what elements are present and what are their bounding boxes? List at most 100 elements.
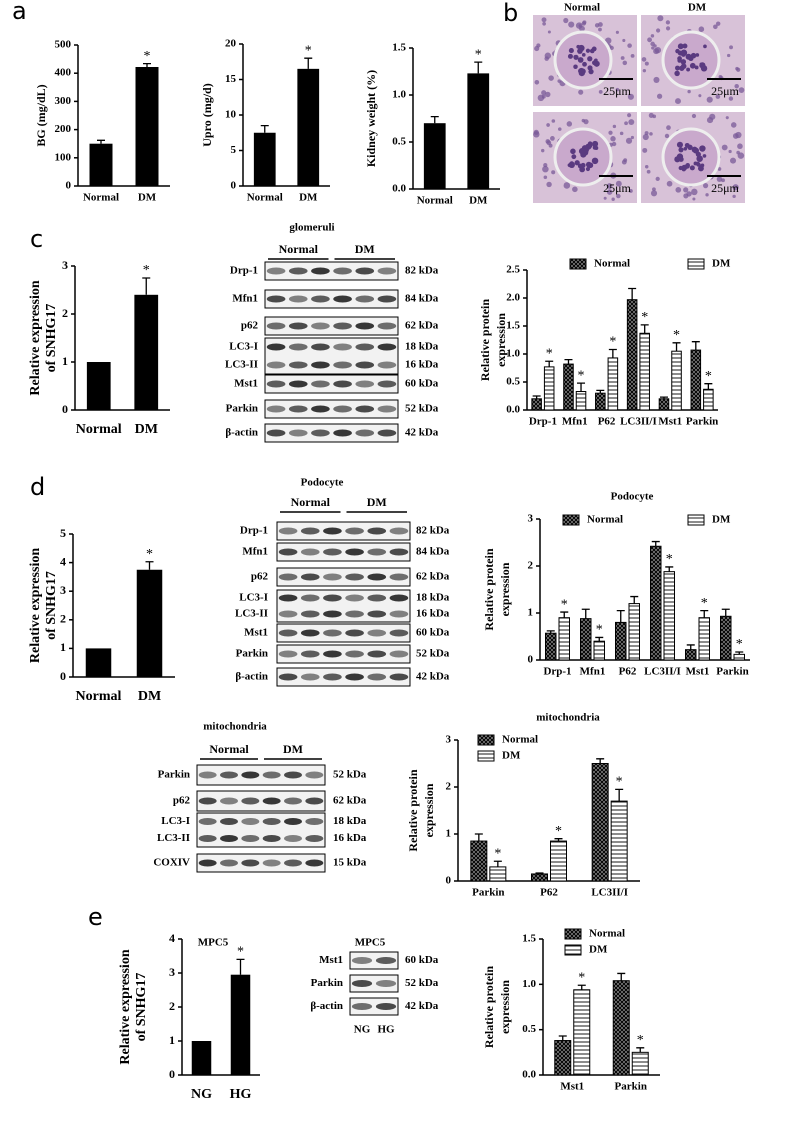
nucleus <box>621 159 627 165</box>
blot-band <box>288 322 308 330</box>
blot-protein-label: LC3-II <box>157 832 190 844</box>
bar <box>134 294 159 410</box>
nucleus <box>642 68 647 73</box>
legend-swatch <box>687 514 705 526</box>
blot-band <box>333 295 352 303</box>
blot-band <box>389 610 409 618</box>
nucleus <box>534 79 540 85</box>
blot-band <box>345 629 364 637</box>
blot-band <box>266 380 286 388</box>
significance-marker: * <box>578 970 585 985</box>
blot-title: Podocyte <box>301 477 344 489</box>
x-tick-label: HG <box>230 1087 252 1102</box>
nucleus <box>545 139 551 144</box>
nucleus <box>665 26 671 31</box>
nucleus <box>677 58 682 62</box>
chart-title: MPC5 <box>198 937 229 949</box>
blot-band <box>305 818 324 825</box>
nucleus <box>725 116 729 120</box>
bar <box>580 618 592 661</box>
nucleus <box>687 144 693 151</box>
error-bar <box>651 540 660 547</box>
y-tick-label: 2 <box>60 612 66 626</box>
nucleus <box>594 145 599 150</box>
blot-strip <box>264 316 399 336</box>
error-bar <box>665 566 674 572</box>
blot-band <box>288 361 308 369</box>
nucleus <box>683 187 689 193</box>
scale-bar-label: 25μm <box>603 181 631 195</box>
bar <box>593 640 605 661</box>
nucleus <box>566 121 573 127</box>
nucleus <box>692 197 696 201</box>
blot-strip <box>276 567 411 587</box>
nucleus <box>624 121 628 126</box>
blot-band <box>377 343 397 351</box>
y-tick-label: 2 <box>446 781 452 793</box>
error-bar <box>672 342 681 352</box>
blot-band <box>300 629 320 637</box>
legend-label: Normal <box>594 258 630 270</box>
x-tick-label: DM <box>469 195 488 207</box>
nucleus <box>541 90 547 96</box>
significance-marker: * <box>555 824 562 839</box>
blot-strip <box>196 764 326 786</box>
blot-title: glomeruli <box>289 222 334 234</box>
blot-strip <box>276 667 411 687</box>
legend-swatch <box>564 944 582 956</box>
bar <box>563 363 574 411</box>
bar <box>650 545 662 661</box>
blot-band <box>389 548 409 556</box>
panel-label: b <box>503 0 518 27</box>
blot-size-label: 18 kDa <box>333 815 367 827</box>
x-tick-label: Parkin <box>716 666 748 678</box>
error-bar <box>630 595 639 604</box>
y-axis-label: Relative expression <box>28 548 43 663</box>
nucleus <box>665 20 671 25</box>
bar <box>191 1041 212 1075</box>
blot-strip <box>276 589 411 623</box>
error-bar <box>640 324 649 334</box>
significance-marker: * <box>237 945 244 960</box>
nucleus <box>591 157 599 165</box>
nucleus <box>571 154 577 160</box>
blot-band <box>198 859 217 867</box>
nucleus <box>730 122 737 128</box>
blot-band <box>278 673 298 681</box>
error-bar <box>560 611 569 618</box>
nucleus <box>581 118 586 123</box>
blot-band <box>323 650 342 658</box>
blot-band <box>288 405 308 413</box>
y-axis-label: Upro (mg/d) <box>200 83 214 146</box>
nucleus <box>694 65 699 70</box>
blot-band <box>288 295 308 303</box>
blot-protein-label: LC3-II <box>235 608 268 620</box>
nucleus <box>691 113 697 119</box>
nucleus <box>735 66 739 71</box>
blot-band <box>377 322 397 330</box>
legend-swatch <box>477 734 495 746</box>
blot-size-label: 62 kDa <box>405 320 439 332</box>
y-tick-label: 0 <box>62 402 68 416</box>
bar <box>690 349 702 411</box>
blot-band <box>333 380 352 388</box>
blot-band <box>323 573 342 581</box>
blot-strip <box>349 974 399 993</box>
nucleus <box>587 143 593 148</box>
blot-size-label: 60 kDa <box>416 627 450 639</box>
x-tick-label: Normal <box>83 192 119 204</box>
legend-label: Normal <box>587 514 623 526</box>
error-bar <box>628 287 637 300</box>
error-bar <box>260 125 269 133</box>
nucleus <box>622 60 628 66</box>
blot-band <box>266 361 286 369</box>
scale-bar-label: 25μm <box>711 84 739 98</box>
significance-marker: * <box>578 368 585 383</box>
error-bar <box>545 360 554 367</box>
nucleus <box>652 187 656 192</box>
blot-strip <box>264 423 399 443</box>
nucleus <box>693 161 698 166</box>
nucleus <box>594 23 600 28</box>
blot-band <box>377 295 397 303</box>
blot-band <box>262 818 281 825</box>
